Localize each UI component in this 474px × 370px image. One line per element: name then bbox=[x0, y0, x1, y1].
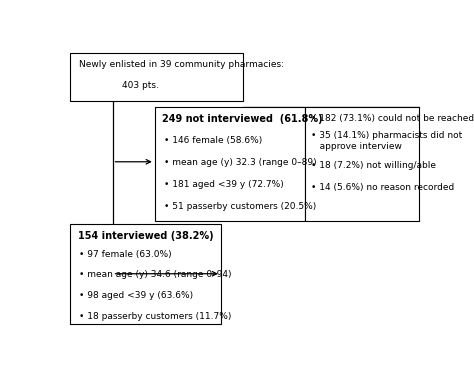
Text: • 18 (7.2%) not willing/able: • 18 (7.2%) not willing/able bbox=[311, 161, 436, 170]
Text: • 181 aged <39 y (72.7%): • 181 aged <39 y (72.7%) bbox=[164, 180, 284, 189]
Text: 154 interviewed (38.2%): 154 interviewed (38.2%) bbox=[78, 231, 213, 241]
Text: 403 pts.: 403 pts. bbox=[122, 81, 159, 90]
Text: • mean age (y) 34.6 (range 0–94): • mean age (y) 34.6 (range 0–94) bbox=[80, 270, 232, 279]
Text: • 14 (5.6%) no reason recorded: • 14 (5.6%) no reason recorded bbox=[311, 182, 454, 192]
Text: Newly enlisted in 39 community pharmacies:: Newly enlisted in 39 community pharmacie… bbox=[80, 60, 284, 69]
Text: • 18 passerby customers (11.7%): • 18 passerby customers (11.7%) bbox=[80, 312, 232, 321]
FancyBboxPatch shape bbox=[70, 53, 243, 101]
FancyBboxPatch shape bbox=[305, 107, 419, 221]
Text: • 97 female (63.0%): • 97 female (63.0%) bbox=[80, 249, 172, 259]
Text: 249 not interviewed  (61.8%): 249 not interviewed (61.8%) bbox=[162, 114, 323, 124]
FancyBboxPatch shape bbox=[70, 224, 221, 324]
Text: • 182 (73.1%) could not be reached: • 182 (73.1%) could not be reached bbox=[311, 114, 474, 123]
Text: • 51 passerby customers (20.5%): • 51 passerby customers (20.5%) bbox=[164, 202, 316, 211]
Text: • 98 aged <39 y (63.6%): • 98 aged <39 y (63.6%) bbox=[80, 291, 193, 300]
FancyBboxPatch shape bbox=[155, 107, 305, 221]
Text: • 35 (14.1%) pharmacists did not
   approve interview: • 35 (14.1%) pharmacists did not approve… bbox=[311, 131, 462, 151]
Text: • 146 female (58.6%): • 146 female (58.6%) bbox=[164, 135, 262, 145]
Text: • mean age (y) 32.3 (range 0–89): • mean age (y) 32.3 (range 0–89) bbox=[164, 158, 317, 167]
